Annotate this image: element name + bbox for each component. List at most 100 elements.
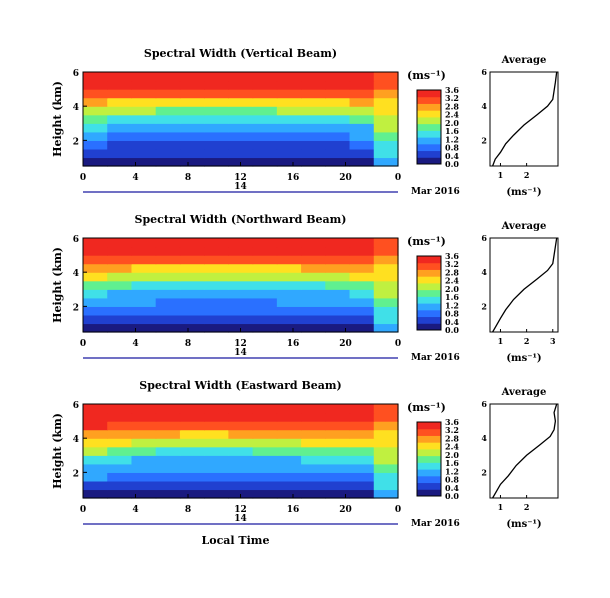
colorbar-swatch xyxy=(417,150,441,158)
heatmap-cell xyxy=(349,114,375,124)
heatmap-cell xyxy=(131,404,157,414)
heatmap-cell xyxy=(228,238,254,248)
heatmap-cell xyxy=(373,455,399,465)
heatmap-cell xyxy=(301,148,326,159)
heatmap-cell xyxy=(204,263,229,273)
colorbar-unit: (ms⁻¹) xyxy=(407,401,446,414)
heatmap-cell xyxy=(83,246,108,256)
heatmap-cell xyxy=(83,480,108,491)
colorbar-tick-label: 0.0 xyxy=(445,159,459,169)
heatmap-cell xyxy=(179,404,205,414)
x-tick-label: 0 xyxy=(395,505,401,515)
date-label: 14 xyxy=(234,182,247,192)
heatmap-cell xyxy=(107,446,133,456)
heatmap-cell xyxy=(301,263,326,273)
heatmap-cell xyxy=(107,148,133,159)
heatmap-cell xyxy=(228,97,254,107)
heatmap-cell xyxy=(83,306,108,316)
y-tick-label: 4 xyxy=(73,103,79,113)
heatmap-cell xyxy=(131,89,157,99)
colorbar-tick-label: 2.4 xyxy=(445,442,459,452)
heatmap-cell xyxy=(252,412,278,422)
heatmap-cell xyxy=(107,131,133,141)
colorbar-swatch xyxy=(417,303,441,311)
heatmap-cell xyxy=(204,123,229,133)
heatmap-cell xyxy=(228,438,254,448)
heatmap-cell xyxy=(252,106,278,116)
heatmap-cell xyxy=(155,463,181,473)
colorbar-swatch xyxy=(417,316,441,324)
heatmap-cell xyxy=(107,289,133,299)
heatmap-cell xyxy=(83,297,108,307)
heatmap-cell xyxy=(83,429,108,439)
heatmap-cell xyxy=(325,114,351,124)
heatmap-cell xyxy=(252,263,278,273)
heatmap-cell xyxy=(155,123,181,133)
heatmap-cell xyxy=(228,80,254,90)
heatmap-cell xyxy=(179,280,205,290)
heatmap-cell xyxy=(107,238,133,248)
heatmap-cell xyxy=(155,255,181,265)
colorbar-swatch xyxy=(417,323,441,331)
heatmap-cell xyxy=(83,404,108,414)
heatmap-cell xyxy=(349,131,375,141)
heatmap-cell xyxy=(325,140,351,150)
heatmap-cell xyxy=(252,89,278,99)
colorbar-swatch xyxy=(417,269,441,277)
heatmap-cell xyxy=(83,263,108,273)
colorbar-swatch xyxy=(417,289,441,297)
heatmap-cell xyxy=(155,480,181,491)
heatmap-cell xyxy=(276,263,302,273)
heatmap-cell xyxy=(301,455,326,465)
heatmap-cell xyxy=(131,263,157,273)
heatmap-cell xyxy=(107,323,133,333)
heatmap-cell xyxy=(131,280,157,290)
heatmap-cell xyxy=(155,157,181,167)
heatmap-cell xyxy=(325,148,351,159)
heatmap-cell xyxy=(155,472,181,482)
heatmap-cell xyxy=(276,89,302,99)
heatmap-cell xyxy=(301,446,326,456)
heatmap-cell xyxy=(131,238,157,248)
heatmap-cell xyxy=(155,106,181,116)
colorbar-swatch xyxy=(417,489,441,497)
heatmap-cell xyxy=(179,72,205,82)
average-frame xyxy=(489,403,559,499)
heatmap-cell xyxy=(155,446,181,456)
heatmap-cell xyxy=(349,314,375,325)
heatmap-cell xyxy=(204,255,229,265)
average-title: Average xyxy=(501,221,547,232)
heatmap-cell xyxy=(107,97,133,107)
heatmap-cell xyxy=(276,446,302,456)
date-suffix: Mar 2016 xyxy=(411,187,460,197)
colorbar-tick-label: 3.6 xyxy=(445,417,459,427)
colorbar-swatch xyxy=(417,137,441,145)
average-x-tick-label: 1 xyxy=(498,502,504,512)
heatmap-cell xyxy=(131,157,157,167)
heatmap-cell xyxy=(252,131,278,141)
heatmap-cell xyxy=(301,463,326,473)
heatmap-cell xyxy=(179,289,205,299)
heatmap-cell xyxy=(349,463,375,473)
heatmap-cell xyxy=(276,157,302,167)
heatmap-cell xyxy=(131,429,157,439)
heatmap-cell xyxy=(276,455,302,465)
heatmap-cell xyxy=(179,446,205,456)
heatmap-cell xyxy=(373,131,399,141)
average-x-tick-label: 3 xyxy=(550,336,556,346)
heatmap-cell xyxy=(83,157,108,167)
heatmap-cell xyxy=(373,289,399,299)
heatmap-cell xyxy=(131,489,157,499)
colorbar-unit: (ms⁻¹) xyxy=(407,235,446,248)
heatmap-cell xyxy=(252,438,278,448)
heatmap-cell xyxy=(107,404,133,414)
heatmap-cell xyxy=(301,89,326,99)
heatmap-cell xyxy=(373,80,399,90)
heatmap-cell xyxy=(228,263,254,273)
heatmap-cell xyxy=(228,480,254,491)
x-tick-label: 12 xyxy=(234,505,247,515)
colorbar-frame xyxy=(416,255,442,331)
heatmap-cell xyxy=(83,272,108,282)
colorbar-tick-label: 1.6 xyxy=(445,292,459,302)
heatmap-cell xyxy=(325,463,351,473)
